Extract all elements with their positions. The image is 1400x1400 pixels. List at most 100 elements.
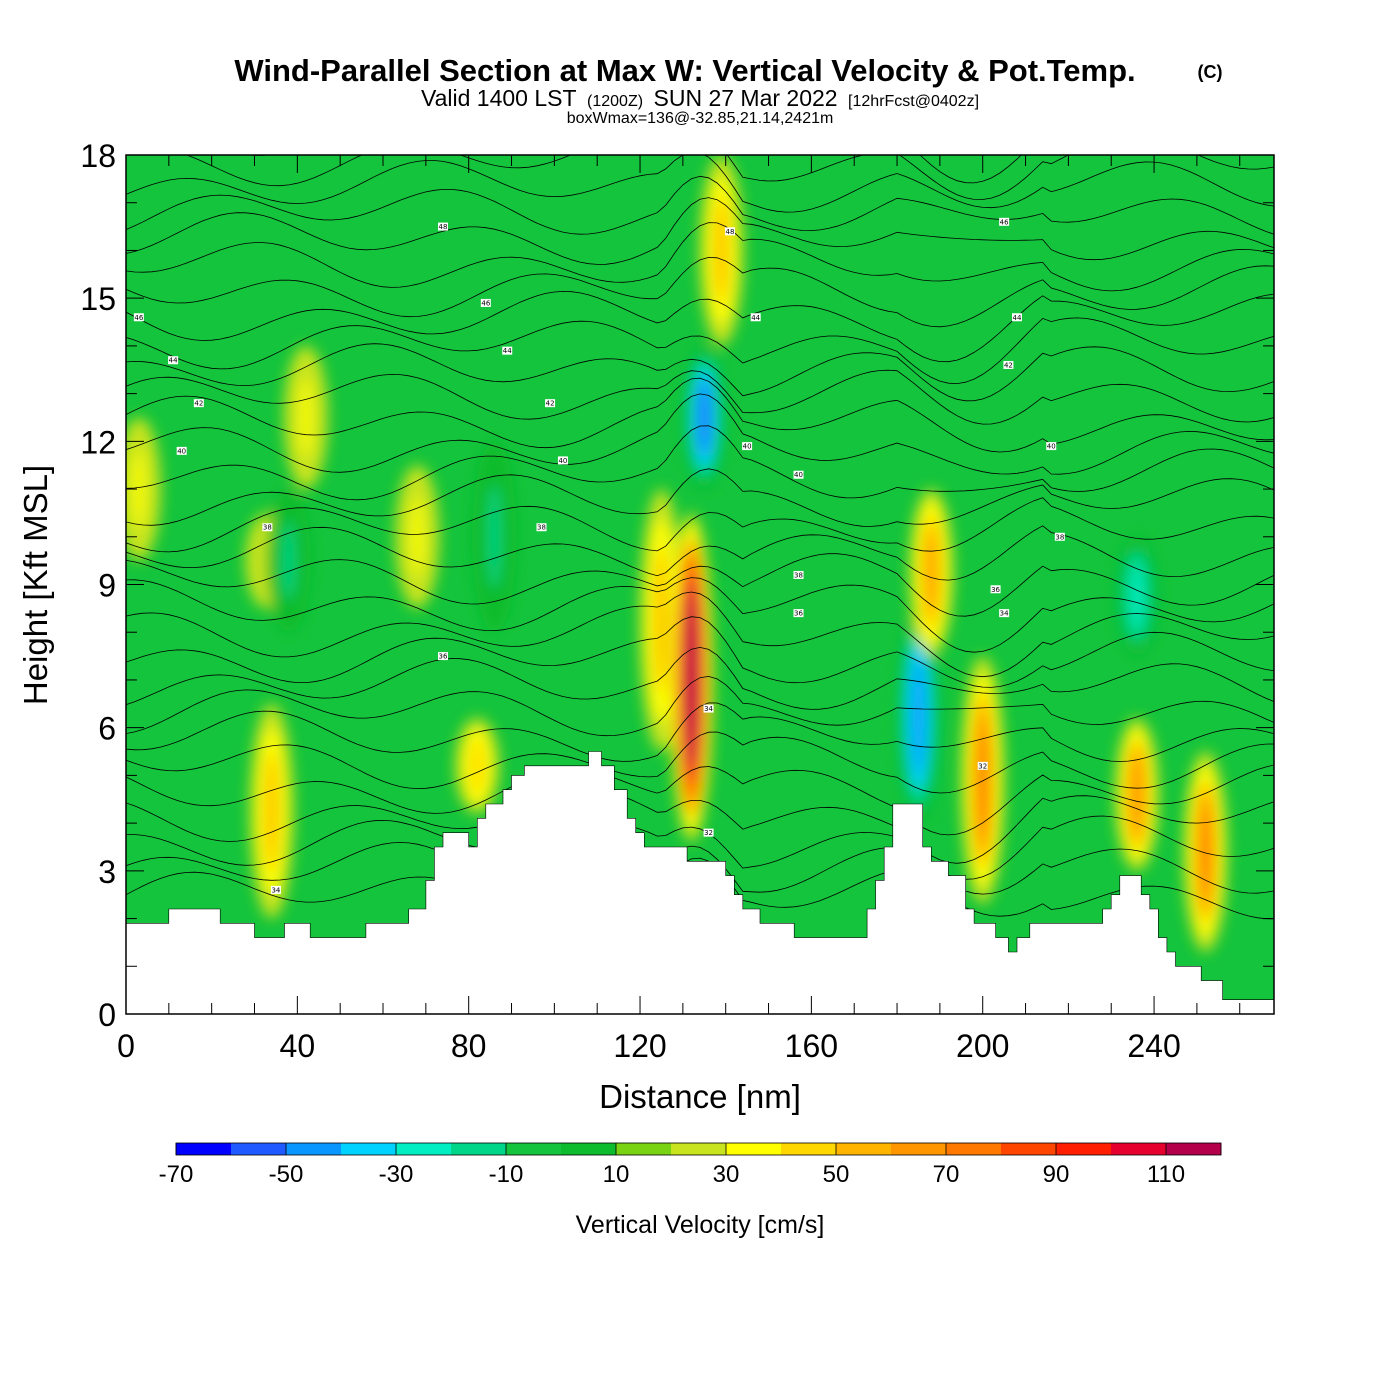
contour-label-bg <box>480 298 491 307</box>
contour-label: 38 <box>1054 532 1065 541</box>
y-axis-label: Height [Kft MSL] <box>17 465 54 705</box>
contour-label-text: 48 <box>726 228 735 236</box>
contour-label-text: 46 <box>1000 218 1009 226</box>
velocity-cell <box>1131 563 1143 630</box>
theta-contour <box>126 377 1274 453</box>
theta-contour <box>126 343 1274 402</box>
theta-contour <box>126 425 1274 501</box>
colorbar-swatch <box>176 1143 232 1155</box>
velocity-cell <box>698 378 710 457</box>
contour-label: 44 <box>502 346 513 355</box>
contour-label-bg <box>793 609 804 618</box>
colorbar-swatch <box>451 1143 507 1155</box>
contour-label-text: 34 <box>1000 610 1009 618</box>
theta-contour <box>126 841 1274 895</box>
contour-label-bg <box>999 609 1010 618</box>
contour-label-bg <box>545 399 556 408</box>
velocity-cell <box>925 526 937 619</box>
theta-contour <box>126 702 1274 762</box>
theta-contour <box>126 789 1274 864</box>
theta-contour <box>126 155 1274 213</box>
contour-label-text: 38 <box>537 524 546 532</box>
contour-label-text: 44 <box>751 314 760 322</box>
theta-contour <box>126 222 1274 292</box>
x-tick-label: 240 <box>1127 1028 1180 1064</box>
contour-label-text: 40 <box>558 457 567 465</box>
contour-label: 34 <box>270 885 281 894</box>
contour-label: 40 <box>1046 442 1057 451</box>
colorbar-tick-label: 30 <box>713 1161 740 1188</box>
contour-label: 36 <box>990 585 1001 594</box>
contour-label: 34 <box>999 609 1010 618</box>
contour-label: 42 <box>545 399 556 408</box>
colorbar-swatch <box>891 1143 947 1155</box>
y-tick-label: 0 <box>98 997 116 1033</box>
contour-label-bg <box>270 885 281 894</box>
contour-label: 46 <box>480 298 491 307</box>
velocity-cell <box>133 449 145 529</box>
contour-label-text: 46 <box>134 314 143 322</box>
contour-label-text: 38 <box>263 524 272 532</box>
subtitle-forecast: [12hrFcst@0402z] <box>848 93 979 110</box>
colorbar-swatch <box>506 1143 562 1155</box>
colorbar-tick-label: 70 <box>933 1161 960 1188</box>
contour-label-bg <box>176 446 187 455</box>
colorbar-tick-label: -70 <box>159 1161 194 1188</box>
contour-label-text: 44 <box>169 357 178 365</box>
x-tick-labels: 0 40 80 120 160 200 240 <box>117 1028 1181 1064</box>
contour-label-bg <box>1054 532 1065 541</box>
contour-label-bg <box>793 570 804 579</box>
colorbar-swatch <box>616 1143 672 1155</box>
contour-label: 48 <box>724 227 735 236</box>
theta-contour <box>126 290 1274 363</box>
colorbar-swatch <box>836 1143 892 1155</box>
theta-contour <box>126 317 1274 385</box>
contour-label-text: 38 <box>794 571 803 579</box>
velocity-cell <box>471 739 483 793</box>
contour-label-text: 32 <box>978 762 987 770</box>
contour-label: 40 <box>742 442 753 451</box>
colorbar-swatch <box>396 1143 452 1155</box>
contour-label: 44 <box>168 356 179 365</box>
colorbar-swatch <box>231 1143 287 1155</box>
contour-label: 38 <box>793 570 804 579</box>
velocity-cell <box>300 378 312 457</box>
contour-label-bg <box>703 704 714 713</box>
theta-contour <box>185 155 1274 200</box>
colorbar-label: Vertical Velocity [cm/s] <box>576 1211 825 1239</box>
subtitle-date: SUN 27 Mar 2022 <box>654 85 838 111</box>
theta-contour <box>126 764 1274 836</box>
contour-label-text: 36 <box>439 653 448 661</box>
theta-contour <box>126 857 1274 921</box>
velocity-cell <box>488 484 500 590</box>
colorbar-swatch <box>1001 1143 1057 1155</box>
contour-label-bg <box>977 761 988 770</box>
contour-label-bg <box>703 828 714 837</box>
y-tick-label: 9 <box>98 568 116 604</box>
contour-label-bg <box>1011 313 1022 322</box>
theta-contour <box>126 497 1274 553</box>
contour-label-text: 42 <box>194 400 203 408</box>
contour-label: 36 <box>437 652 448 661</box>
contour-label: 34 <box>703 704 714 713</box>
theta-contour <box>126 175 1274 235</box>
y-tick-label: 18 <box>80 138 116 174</box>
contour-label-text: 40 <box>1047 443 1056 451</box>
contour-label: 36 <box>793 609 804 618</box>
colorbar-swatch <box>1166 1143 1222 1155</box>
theta-contour <box>126 525 1274 581</box>
colorbar-swatch <box>781 1143 837 1155</box>
contour-label-bg <box>999 217 1010 226</box>
terrain <box>126 751 1274 1014</box>
colorbar-tick-label: -50 <box>269 1161 304 1188</box>
theta-contour <box>126 369 1274 425</box>
contour-label: 38 <box>536 523 547 532</box>
theta-contour <box>126 731 1274 794</box>
y-tick-label: 15 <box>80 281 116 317</box>
contour-label: 32 <box>977 761 988 770</box>
contour-label-bg <box>193 399 204 408</box>
colorbar-tick-label: 90 <box>1043 1161 1070 1188</box>
contour-label-text: 36 <box>794 610 803 618</box>
velocity-cell <box>977 711 989 849</box>
